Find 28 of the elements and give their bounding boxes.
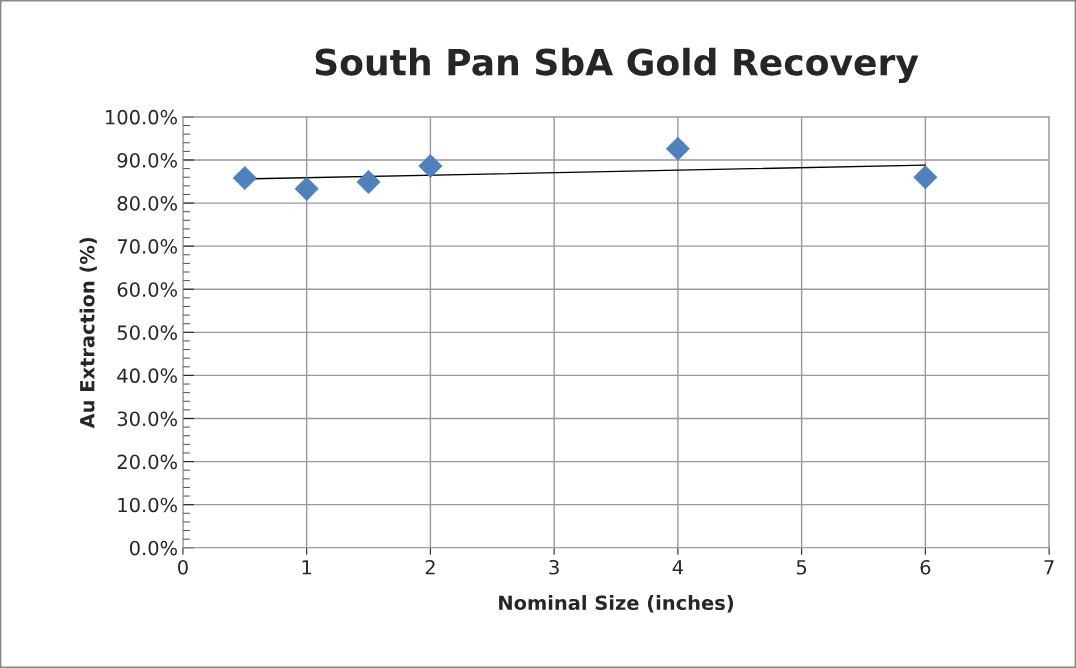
x-tick-label: 5	[796, 560, 807, 575]
y-tick-label: 60.0%	[117, 282, 177, 297]
y-tick-label: 90.0%	[117, 152, 177, 168]
y-tick-label: 50.0%	[117, 325, 177, 340]
y-axis-title: Au Extraction (%)	[79, 237, 97, 429]
y-tick-label: 20.0%	[117, 454, 177, 470]
point	[665, 136, 690, 161]
x-tick-label: 6	[920, 559, 931, 575]
y-tick-label: 100.0%	[106, 109, 177, 125]
y-tick-label: 80.0%	[117, 196, 177, 211]
point	[913, 165, 938, 190]
y-tick-label: 40.0%	[117, 368, 177, 384]
y-tick-label: 30.0%	[117, 411, 177, 427]
x-tick-label: 0	[178, 559, 188, 575]
x-tick-label: 1	[302, 560, 312, 575]
y-tick-label: 10.0%	[118, 497, 177, 513]
y-tick-label: 0.0%	[129, 540, 177, 556]
point	[356, 169, 381, 194]
point	[232, 166, 257, 191]
x-axis-title: Nominal Size (inches)	[499, 595, 733, 613]
x-tick-label: 2	[425, 559, 435, 575]
y-tick-label: 70.0%	[117, 239, 177, 254]
x-tick-label: 7	[1044, 560, 1054, 575]
point	[294, 176, 319, 201]
chart-title: South Pan SbA Gold Recovery	[315, 47, 919, 84]
x-tick-label: 4	[672, 560, 683, 575]
x-tick-label: 3	[549, 559, 559, 575]
point	[418, 153, 443, 179]
